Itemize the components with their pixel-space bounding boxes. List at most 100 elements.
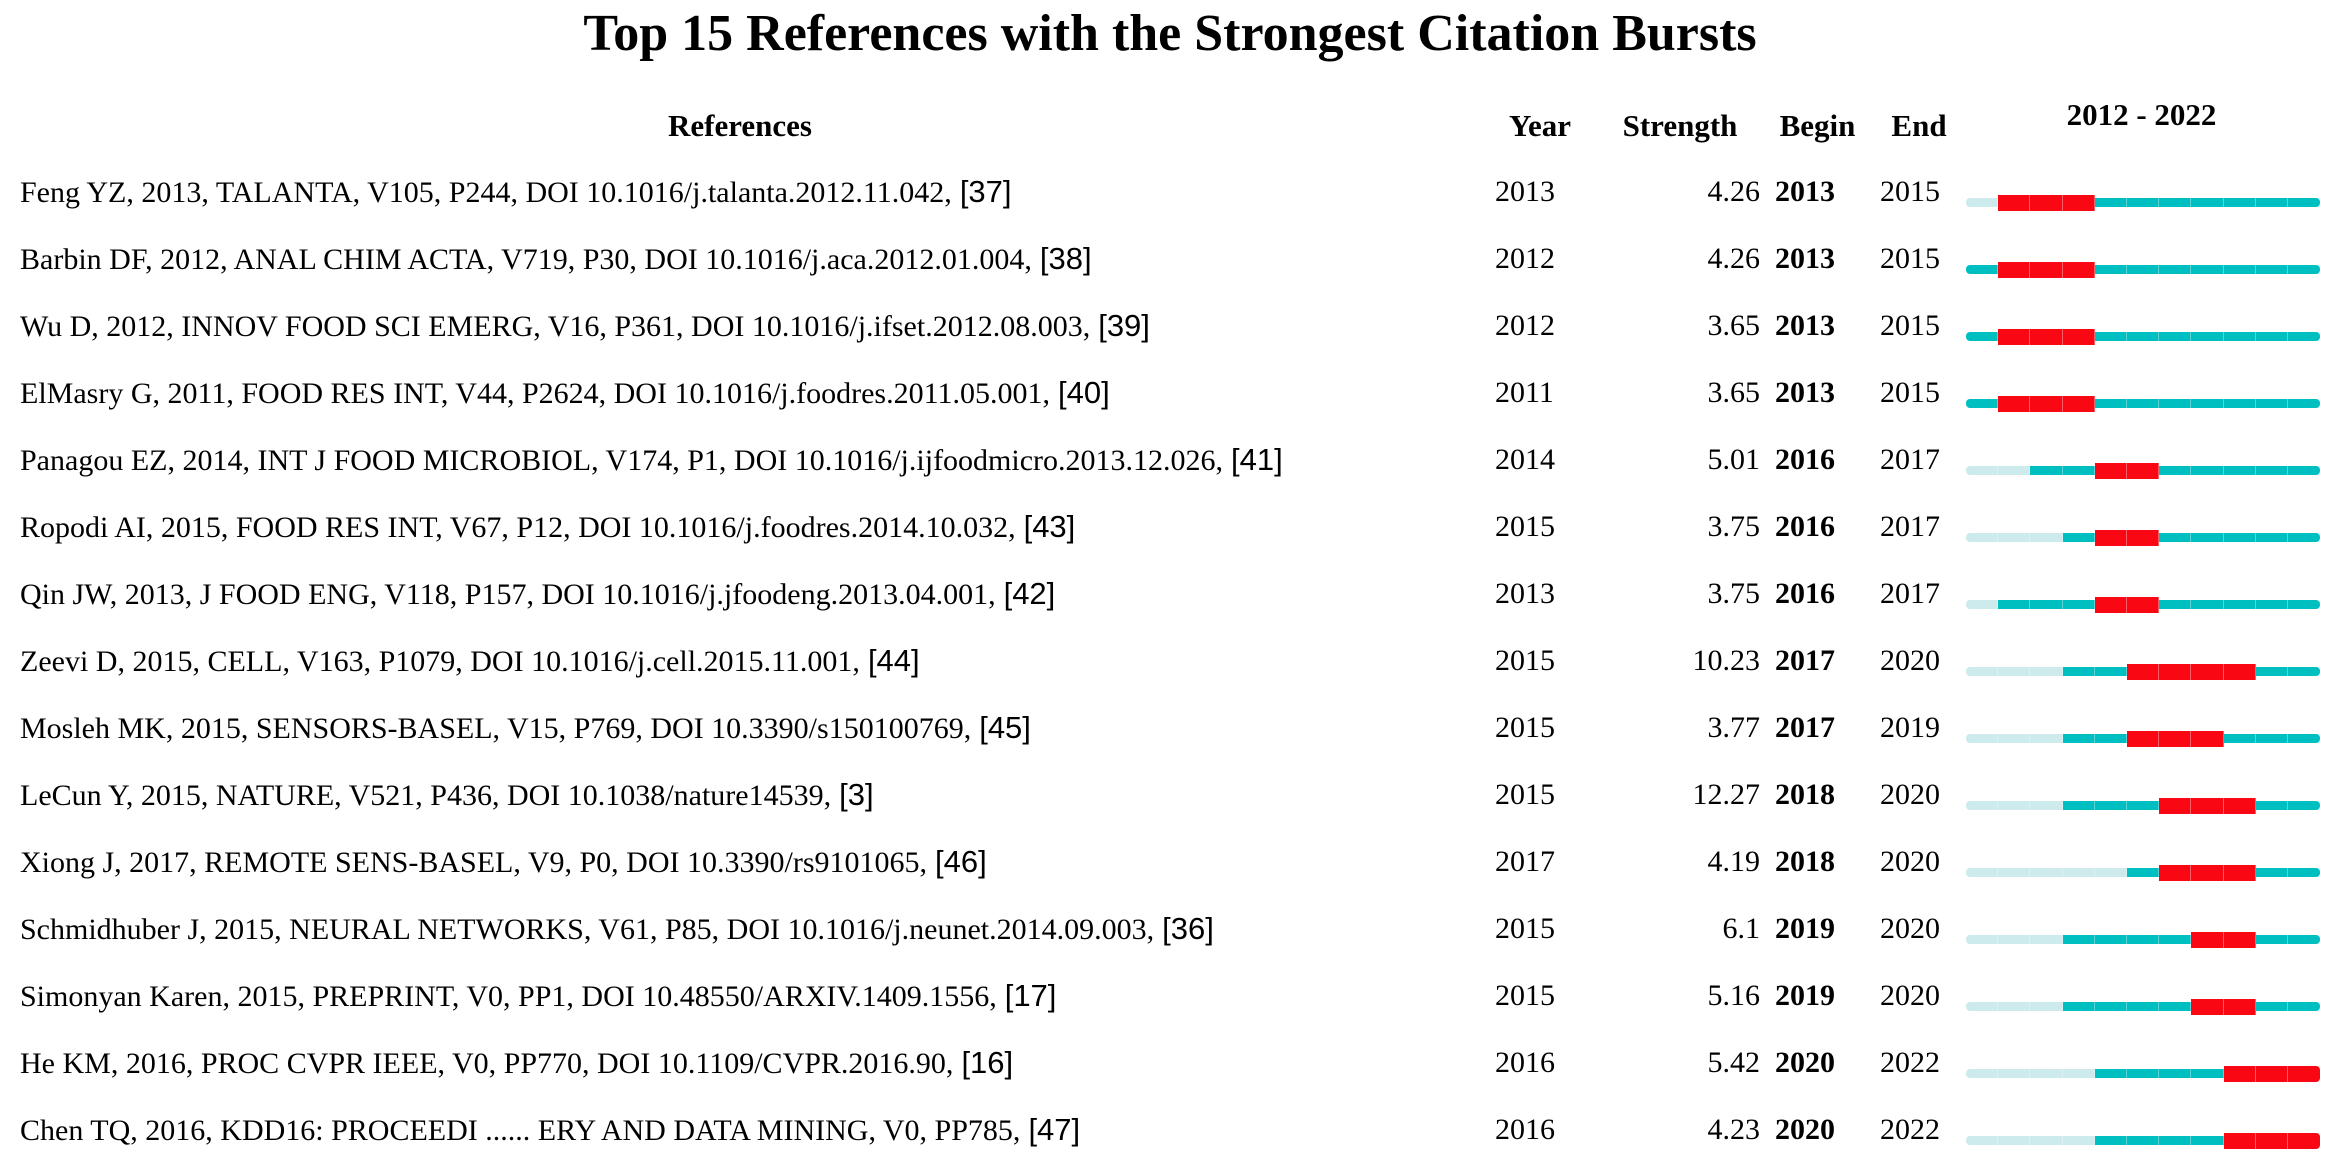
reference-number-tag: [46] bbox=[935, 843, 987, 879]
burst-strength: 3.75 bbox=[1707, 509, 1761, 543]
publication-year: 2011 bbox=[1495, 375, 1554, 409]
timeline-segment-2019-active bbox=[2191, 198, 2224, 207]
reference-number-tag: [44] bbox=[867, 642, 920, 678]
burst-begin-year: 2013 bbox=[1775, 375, 1835, 409]
reference-number-tag: [38] bbox=[1039, 240, 1092, 276]
burst-end-year: 2017 bbox=[1880, 509, 1940, 543]
reference-row: Xiong J, 2017, REMOTE SENS-BASEL, V9, P0… bbox=[0, 828, 2340, 895]
timeline-segment-2018-active bbox=[2159, 935, 2192, 944]
timeline-segment-2018-active bbox=[2159, 533, 2192, 542]
burst-strength: 6.1 bbox=[1722, 911, 1761, 945]
header-begin: Begin bbox=[1779, 108, 1856, 143]
timeline-segment-2016-burst bbox=[2094, 529, 2127, 546]
timeline-segment-2012-active bbox=[1966, 399, 1999, 408]
timeline-segment-2017-active bbox=[2126, 868, 2160, 877]
timeline-segment-2016-burst bbox=[2094, 462, 2127, 479]
timeline-segment-2012-active bbox=[1966, 265, 1999, 274]
timeline-segment-2016-active bbox=[2094, 935, 2127, 944]
timeline-segment-2017-active bbox=[2126, 1002, 2160, 1011]
burst-end-year: 2022 bbox=[1880, 1112, 1940, 1146]
publication-year: 2012 bbox=[1495, 241, 1555, 275]
timeline-segment-2016-active bbox=[2094, 734, 2127, 743]
timeline-segment-2016-active bbox=[2094, 1136, 2127, 1145]
timeline-segment-2017-active bbox=[2126, 332, 2160, 341]
timeline-segment-2018-burst bbox=[2159, 663, 2192, 680]
column-header-row: References Year Strength Begin End 2012 … bbox=[0, 97, 2340, 155]
timeline-segment-2021-active bbox=[2255, 1002, 2288, 1011]
timeline-segment-2015-active bbox=[2062, 935, 2095, 944]
timeline-segment-2015-active bbox=[2062, 533, 2095, 542]
timeline-segment-2022-active bbox=[2287, 1002, 2321, 1011]
timeline-segment-2014-burst bbox=[2030, 328, 2063, 345]
burst-end-year: 2019 bbox=[1880, 710, 1940, 744]
publication-year: 2016 bbox=[1495, 1045, 1555, 1079]
timeline-segment-2019-burst bbox=[2191, 931, 2224, 948]
burst-strength: 3.75 bbox=[1707, 576, 1761, 610]
burst-strength: 4.19 bbox=[1707, 844, 1761, 878]
timeline-segment-2019-active bbox=[2191, 1136, 2224, 1145]
timeline-segment-2015-inactive bbox=[2062, 1136, 2095, 1145]
timeline-segment-2016-inactive bbox=[2094, 868, 2127, 877]
timeline-segment-2020-burst bbox=[2223, 797, 2256, 814]
timeline-segment-2016-active bbox=[2094, 399, 2127, 408]
burst-begin-year: 2016 bbox=[1775, 509, 1835, 543]
publication-year: 2013 bbox=[1495, 576, 1555, 610]
burst-strength: 12.27 bbox=[1692, 777, 1761, 811]
timeline-segment-2013-burst bbox=[1998, 328, 2031, 345]
timeline-segment-2018-active bbox=[2159, 332, 2192, 341]
timeline-segment-2020-active bbox=[2223, 600, 2256, 609]
reference-row: LeCun Y, 2015, NATURE, V521, P436, DOI 1… bbox=[0, 761, 2340, 828]
burst-timeline-bar bbox=[1966, 931, 2321, 948]
timeline-segment-2021-active bbox=[2255, 198, 2288, 207]
reference-row: Panagou EZ, 2014, INT J FOOD MICROBIOL, … bbox=[0, 426, 2340, 493]
timeline-segment-2022-active bbox=[2287, 399, 2321, 408]
burst-begin-year: 2019 bbox=[1775, 978, 1835, 1012]
publication-year: 2012 bbox=[1495, 308, 1555, 342]
timeline-segment-2016-active bbox=[2094, 1069, 2127, 1078]
burst-end-year: 2015 bbox=[1880, 241, 1940, 275]
publication-year: 2015 bbox=[1495, 710, 1555, 744]
burst-begin-year: 2018 bbox=[1775, 844, 1835, 878]
timeline-segment-2022-active bbox=[2287, 600, 2321, 609]
timeline-segment-2019-active bbox=[2191, 600, 2224, 609]
burst-begin-year: 2018 bbox=[1775, 777, 1835, 811]
reference-citation: Simonyan Karen, 2015, PREPRINT, V0, PP1,… bbox=[20, 979, 997, 1013]
timeline-segment-2021-active bbox=[2255, 332, 2288, 341]
timeline-segment-2012-inactive bbox=[1966, 1002, 1999, 1011]
timeline-segment-2022-burst bbox=[2287, 1065, 2321, 1082]
timeline-segment-2017-active bbox=[2126, 399, 2160, 408]
reference-row: Schmidhuber J, 2015, NEURAL NETWORKS, V6… bbox=[0, 895, 2340, 962]
timeline-segment-2019-burst bbox=[2191, 797, 2224, 814]
timeline-segment-2016-active bbox=[2094, 667, 2127, 676]
timeline-segment-2020-active bbox=[2223, 399, 2256, 408]
burst-begin-year: 2019 bbox=[1775, 911, 1835, 945]
reference-number-tag: [40] bbox=[1057, 374, 1110, 410]
timeline-segment-2017-burst bbox=[2126, 596, 2160, 613]
burst-begin-year: 2016 bbox=[1775, 576, 1835, 610]
burst-end-year: 2017 bbox=[1880, 576, 1940, 610]
timeline-segment-2012-inactive bbox=[1966, 868, 1999, 877]
timeline-segment-2014-burst bbox=[2030, 395, 2063, 412]
burst-timeline-bar bbox=[1966, 194, 2321, 211]
timeline-segment-2019-burst bbox=[2191, 864, 2224, 881]
reference-citation: Ropodi AI, 2015, FOOD RES INT, V67, P12,… bbox=[20, 510, 1016, 544]
figure-title: Top 15 References with the Strongest Cit… bbox=[583, 5, 1757, 62]
header-references: References bbox=[667, 108, 812, 143]
burst-timeline-bar bbox=[1966, 663, 2321, 680]
timeline-segment-2018-burst bbox=[2159, 730, 2192, 747]
timeline-segment-2015-inactive bbox=[2062, 868, 2095, 877]
timeline-segment-2014-inactive bbox=[2030, 1002, 2063, 1011]
timeline-segment-2013-inactive bbox=[1998, 1136, 2031, 1145]
timeline-segment-2021-active bbox=[2255, 667, 2288, 676]
burst-end-year: 2020 bbox=[1880, 911, 1940, 945]
reference-number-tag: [45] bbox=[979, 709, 1031, 745]
timeline-segment-2018-active bbox=[2159, 466, 2192, 475]
timeline-segment-2018-active bbox=[2159, 198, 2192, 207]
timeline-segment-2017-active bbox=[2126, 1136, 2160, 1145]
burst-end-year: 2020 bbox=[1880, 978, 1940, 1012]
reference-row: Qin JW, 2013, J FOOD ENG, V118, P157, DO… bbox=[0, 560, 2340, 627]
reference-number-tag: [39] bbox=[1098, 307, 1150, 343]
timeline-segment-2012-inactive bbox=[1966, 801, 1999, 810]
timeline-segment-2018-active bbox=[2159, 399, 2192, 408]
